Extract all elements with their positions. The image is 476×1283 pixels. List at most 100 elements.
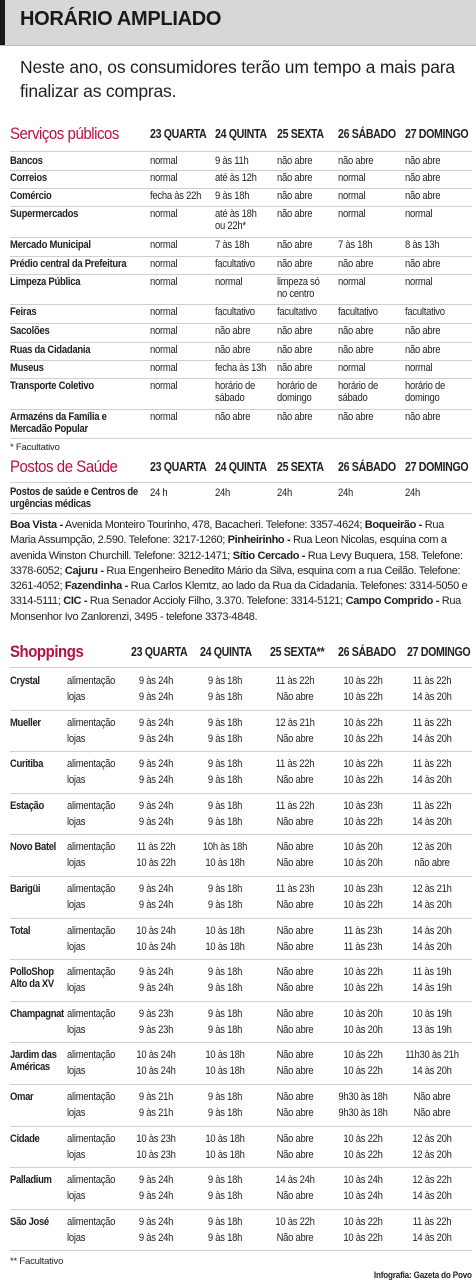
row-value-line: normal bbox=[150, 362, 178, 374]
hours-value: 10 às 22h bbox=[343, 732, 383, 745]
hours-value: 10 às 18h bbox=[205, 1049, 245, 1062]
hours-value: 9 às 23h bbox=[138, 1023, 174, 1036]
row-label: Feiras bbox=[10, 306, 37, 318]
hours-value: 10 às 18h bbox=[205, 924, 245, 937]
hours-value: 10 às 20h bbox=[343, 857, 383, 870]
row-value: normal bbox=[338, 172, 366, 184]
hours-kind-label: alimentação bbox=[67, 758, 116, 771]
row-value-line: 7 às 18h bbox=[215, 239, 250, 251]
hours-value: 9 às 18h bbox=[207, 899, 243, 911]
row-value: horário de sábado bbox=[215, 380, 255, 404]
row-value: 24h bbox=[215, 487, 231, 499]
row-label: Mercado Municipal bbox=[10, 239, 91, 251]
day-header: 26 SÁBADO bbox=[338, 460, 396, 474]
hours-value: Não abre bbox=[276, 982, 314, 995]
hours-value: 10 às 22h bbox=[343, 716, 383, 729]
mall-row: Palladium alimentação 9 às 24h 9 às 18h 14 à… bbox=[10, 1169, 472, 1210]
mall-name: Champagnat bbox=[10, 1008, 64, 1020]
hours-value: 9 às 18h bbox=[207, 675, 243, 687]
hours-value: 10 às 22h bbox=[343, 691, 383, 703]
row-value: 24 h bbox=[150, 487, 168, 499]
hours-value: 9 às 24h bbox=[138, 732, 174, 745]
row-value-line: sábado bbox=[338, 392, 368, 404]
hours-value: Não abre bbox=[276, 924, 314, 937]
hours-value: 9 às 18h bbox=[207, 1231, 243, 1244]
table-row: Postos de saúde e Centros de urgências mé… bbox=[10, 485, 472, 514]
mall-name-line: Crystal bbox=[10, 675, 40, 687]
hours-value: 10 às 18h bbox=[205, 1148, 245, 1161]
row-value-line: não abre bbox=[338, 344, 374, 356]
row-value: fecha às 13h bbox=[215, 362, 266, 374]
hours-value: 12 às 20h bbox=[412, 1148, 452, 1161]
section-title: Shoppings bbox=[10, 642, 84, 661]
hours-kind-label: lojas bbox=[67, 815, 86, 828]
row-value-line: normal bbox=[150, 239, 178, 251]
row-value: normal bbox=[150, 155, 178, 167]
day-header: 25 SEXTA bbox=[277, 127, 324, 141]
mall-name-line: Alto da XV bbox=[10, 978, 54, 991]
day-header: 25 SEXTA** bbox=[270, 645, 325, 659]
row-value: não abre bbox=[405, 258, 441, 270]
mall-name: Jardim das Américas bbox=[10, 1049, 57, 1073]
day-header: 24 QUINTA bbox=[215, 460, 267, 474]
hours-value: 14 às 20h bbox=[412, 1231, 452, 1244]
hours-value: 10 às 22h bbox=[343, 1231, 383, 1244]
row-value: normal bbox=[150, 208, 178, 220]
hours-value: 10h às 18h bbox=[202, 841, 248, 854]
row-value-line: normal bbox=[405, 362, 433, 374]
hours-value: 14 às 20h bbox=[412, 691, 452, 703]
mall-name-line: Curitiba bbox=[10, 758, 43, 771]
mall-row: São José alimentação 9 às 24h 9 às 18h 10 às… bbox=[10, 1211, 472, 1252]
row-value-line: domingo bbox=[277, 392, 312, 404]
hours-value: 14 às 20h bbox=[412, 940, 452, 953]
row-value-line: não abre bbox=[277, 239, 313, 251]
row-value: facultativo bbox=[215, 258, 255, 270]
row-label-line: Correios bbox=[10, 172, 47, 184]
clinic-address: Rua Levy Buquera, 158. Telefone: 3378-60… bbox=[10, 549, 463, 577]
row-value-line: não abre bbox=[277, 258, 313, 270]
hours-value: 12 às 20h bbox=[412, 841, 452, 854]
row-value: normal bbox=[405, 362, 433, 374]
row-value-line: não abre bbox=[277, 362, 313, 374]
hours-kind-label: lojas bbox=[67, 774, 86, 787]
row-value: 24h bbox=[405, 487, 421, 499]
row-label-line: Museus bbox=[10, 362, 44, 374]
row-value: normal bbox=[338, 362, 366, 374]
hours-value: 10 às 22h bbox=[343, 758, 383, 771]
mall-name-line: Cidade bbox=[10, 1132, 40, 1145]
hours-value: 9 às 18h bbox=[207, 1023, 243, 1036]
row-label-line: Ruas da Cidadania bbox=[10, 344, 91, 356]
header-accent-bar bbox=[0, 0, 5, 45]
hours-value: Não abre bbox=[276, 1049, 314, 1062]
row-value-line: normal bbox=[150, 276, 178, 288]
row-value: não abre bbox=[277, 362, 313, 374]
row-value-line: horário de bbox=[338, 380, 379, 392]
hours-kind-label: alimentação bbox=[67, 1132, 116, 1145]
hours-value: Não abre bbox=[276, 1148, 314, 1161]
credit: Infografia: Gazeta do Povo bbox=[374, 1270, 472, 1280]
row-value-line: normal bbox=[338, 276, 366, 288]
row-value: não abre bbox=[277, 411, 313, 423]
hours-value: 10 às 23h bbox=[343, 799, 383, 812]
hours-value: 10 às 18h bbox=[205, 1132, 245, 1145]
hours-value: 9 às 18h bbox=[207, 1215, 243, 1228]
mall-name: Crystal bbox=[10, 675, 40, 687]
row-value: normal bbox=[338, 208, 366, 220]
hours-value: Não abre bbox=[276, 732, 314, 745]
row-value: normal bbox=[150, 306, 178, 318]
hours-value: 10 às 19h bbox=[412, 1007, 452, 1020]
hours-kind-label: lojas bbox=[67, 1190, 86, 1203]
row-value: facultativo bbox=[338, 306, 378, 318]
row-value: não abre bbox=[405, 344, 441, 356]
row-value-line: não abre bbox=[277, 344, 313, 356]
row-value-line: normal bbox=[150, 325, 178, 337]
row-value-line: facultativo bbox=[405, 306, 445, 318]
row-value: limpeza só no centro bbox=[277, 276, 320, 300]
day-header: 23 QUARTA bbox=[150, 460, 207, 474]
hours-value: 14 às 24h bbox=[275, 1174, 315, 1187]
row-value-line: domingo bbox=[405, 392, 440, 404]
row-value-line: 8 às 13h bbox=[405, 239, 440, 251]
row-value-line: não abre bbox=[405, 258, 441, 270]
row-value-line: não abre bbox=[405, 325, 441, 337]
hours-value: 9h30 às 18h bbox=[338, 1107, 388, 1119]
